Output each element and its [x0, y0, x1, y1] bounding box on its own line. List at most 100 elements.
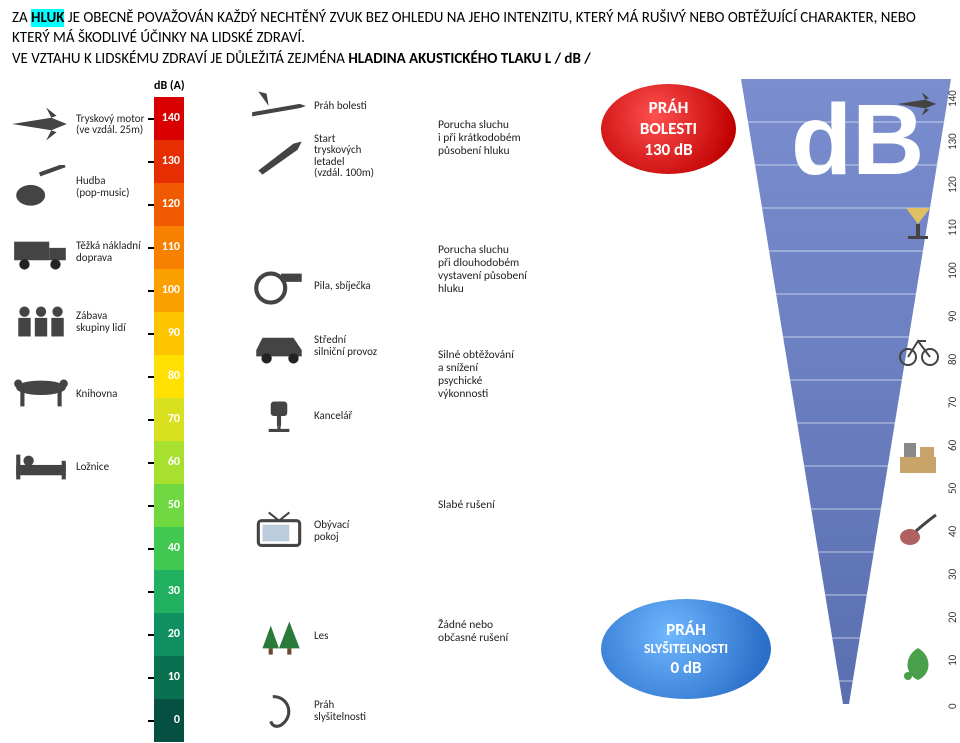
t: 0 dB: [670, 657, 701, 678]
source-row: Hudba(pop-music): [6, 152, 216, 222]
leaf-icon: [896, 644, 940, 684]
scale-tick: 40: [946, 526, 959, 537]
db-segment: 90: [154, 312, 184, 355]
activity-row: Práhslyšitelnosti: [244, 679, 414, 743]
col-cone: PRÁH BOLESTI 130 dB PRÁH SLYŠITELNOSTI 0…: [596, 79, 956, 739]
t: JE OBECNĚ POVAŽOVÁN KAŽDÝ NECHTĚNÝ ZVUK …: [12, 9, 916, 47]
guitar-icon: [6, 163, 76, 211]
scale-tick: 20: [946, 612, 959, 623]
db-value: 70: [168, 412, 180, 426]
glass-icon: [896, 204, 940, 244]
source-label: Ložnice: [76, 461, 156, 473]
activity-label: Kancelář: [314, 410, 414, 422]
db-segment: 60: [154, 441, 184, 484]
db-bar: 1401301201101009080706050403020100: [154, 97, 184, 742]
sources-list: Tryskový motor(ve vzdál. 25m) Hudba(pop-…: [6, 97, 216, 562]
scale-tick: 120: [946, 176, 959, 193]
scale-tick: 10: [946, 655, 959, 666]
truck-icon: [6, 228, 76, 276]
t: 130 dB: [644, 139, 692, 160]
t: BOLESTI: [640, 118, 697, 139]
t: SLYŠITELNOSTI: [644, 640, 728, 657]
header-line2: VE VZTAHU K LIDSKÉMU ZDRAVÍ JE DŮLEŽITÁ …: [12, 49, 948, 69]
db-segment: 100: [154, 269, 184, 312]
db-segment: 110: [154, 226, 184, 269]
scale-tick: 80: [946, 354, 959, 365]
trees-icon: [244, 611, 314, 661]
source-label: Tryskový motor(ve vzdál. 25m): [76, 113, 156, 136]
infographic: dB (A) Tryskový motor(ve vzdál. 25m) Hud…: [0, 79, 960, 739]
db-segment: 120: [154, 183, 184, 226]
activity-row: Obývacípokoj: [244, 499, 414, 563]
effect-text: Porucha sluchui při krátkodobémpůsobení …: [438, 119, 521, 159]
db-value: 30: [168, 584, 180, 598]
scale-tick: 70: [946, 397, 959, 408]
activity-label: Pila, sbíječka: [314, 280, 414, 292]
scale-tick: 140: [946, 90, 959, 107]
db-value: 80: [168, 369, 180, 383]
db-value: 120: [162, 197, 180, 211]
t: PRÁH: [649, 97, 689, 118]
db-segment: 30: [154, 570, 184, 613]
db-value: 100: [162, 283, 180, 297]
scale-tick: 50: [946, 483, 959, 494]
source-row: Ložnice: [6, 427, 216, 507]
effect-text: Silné obtěžovánía sníženípsychickévýkonn…: [438, 349, 514, 402]
col-activities: Práh bolesti Starttryskovýchletadel(vzdá…: [244, 79, 434, 739]
activity-label: Střednísilniční provoz: [314, 334, 414, 357]
source-row: Tryskový motor(ve vzdál. 25m): [6, 97, 216, 152]
db-value: 0: [174, 713, 180, 727]
activity-row: Pila, sbíječka: [244, 254, 414, 318]
table-icon: [6, 370, 76, 418]
db-value: 10: [168, 670, 180, 684]
effect-text: Žádné neboobčasné rušení: [438, 619, 508, 645]
db-cone: dB: [741, 79, 951, 704]
source-label: Těžká nákladnídoprava: [76, 240, 156, 263]
db-segment: 20: [154, 613, 184, 656]
scale-tick: 100: [946, 262, 959, 279]
source-row: [6, 507, 216, 562]
db-value: 130: [162, 154, 180, 168]
db-value: 140: [162, 111, 180, 125]
activity-label: Obývacípokoj: [314, 519, 414, 542]
jet-icon: [896, 84, 940, 124]
scale-tick: 130: [946, 133, 959, 150]
source-row: Zábavaskupiny lidí: [6, 282, 216, 362]
t: ZA: [12, 9, 31, 27]
effect-text: Porucha sluchupři dlouhodobémvystavení p…: [438, 244, 527, 297]
col-effects: Porucha sluchui při krátkodobémpůsobení …: [438, 79, 588, 739]
activity-row: Starttryskovýchletadel(vzdál. 100m): [244, 124, 414, 188]
db-segment: 140: [154, 97, 184, 140]
bubble-pain-threshold: PRÁH BOLESTI 130 dB: [601, 84, 736, 174]
db-value: 60: [168, 455, 180, 469]
db-segment: 40: [154, 527, 184, 570]
scale-tick: 60: [946, 440, 959, 451]
chair-icon: [244, 391, 314, 441]
db-segment: 130: [154, 140, 184, 183]
scale-tick: 0: [946, 703, 959, 709]
activity-label: Práh bolesti: [314, 100, 414, 112]
header-text: ZA HLUK JE OBECNĚ POVAŽOVÁN KAŽDÝ NECHTĚ…: [0, 0, 960, 79]
scale-tick: 110: [946, 219, 959, 236]
tv-icon: [244, 506, 314, 556]
source-label: Zábavaskupiny lidí: [76, 310, 156, 333]
activity-label: Les: [314, 630, 414, 642]
activity-row: Les: [244, 604, 414, 668]
people-icon: [6, 298, 76, 346]
scale-tick: 90: [946, 311, 959, 322]
bed-icon: [6, 443, 76, 491]
kitchen-icon: [896, 439, 940, 479]
jet-icon: [6, 100, 76, 148]
activity-label: Starttryskovýchletadel(vzdál. 100m): [314, 133, 414, 179]
cone-scale: 1401301201101009080706050403020100: [944, 79, 960, 704]
effect-text: Slabé rušení: [438, 499, 495, 512]
db-value: 110: [162, 240, 180, 254]
col-sources: dB (A) Tryskový motor(ve vzdál. 25m) Hud…: [6, 79, 216, 739]
db-segment: 10: [154, 656, 184, 699]
db-value: 40: [168, 541, 180, 555]
db-segment: 80: [154, 355, 184, 398]
db-value: 50: [168, 498, 180, 512]
db-segment: 50: [154, 484, 184, 527]
source-label: Knihovna: [76, 388, 156, 400]
db-segment: 70: [154, 398, 184, 441]
